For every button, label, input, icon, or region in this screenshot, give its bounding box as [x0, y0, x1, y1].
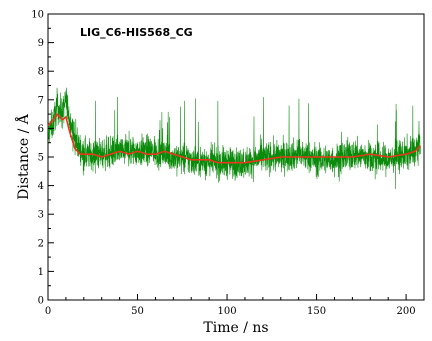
x-tick-label: 0: [45, 306, 51, 317]
y-tick-label: 8: [38, 67, 44, 78]
y-tick-label: 0: [38, 296, 44, 307]
y-tick-label: 5: [38, 153, 44, 164]
running-average-series: [47, 112, 422, 164]
x-tick-label: 50: [131, 306, 144, 317]
y-axis-title: Distance / Å: [14, 113, 32, 200]
y-tick-label: 10: [31, 10, 44, 21]
y-tick-label: 7: [38, 95, 44, 106]
y-axis-ticks: 0 1 2 3 4 5 6 7 8 9 10: [31, 10, 54, 307]
running-average-line: [47, 112, 422, 164]
raw-distance-series: [47, 87, 421, 190]
chart-annotation: LIG_C6-HIS568_CG: [80, 26, 193, 39]
x-axis-title: Time / ns: [203, 320, 268, 336]
x-tick-label: 100: [218, 306, 237, 317]
y-tick-label: 4: [38, 181, 44, 192]
y-tick-label: 9: [38, 38, 44, 49]
y-tick-label: 6: [38, 124, 44, 135]
y-tick-label: 3: [38, 210, 44, 221]
x-axis-ticks: 0 50 100 150 200: [45, 294, 416, 317]
y-tick-label: 2: [38, 238, 44, 249]
x-tick-label: 150: [307, 306, 326, 317]
x-tick-label: 200: [397, 306, 416, 317]
raw-distance-line: [47, 87, 421, 190]
y-tick-label: 1: [38, 267, 44, 278]
